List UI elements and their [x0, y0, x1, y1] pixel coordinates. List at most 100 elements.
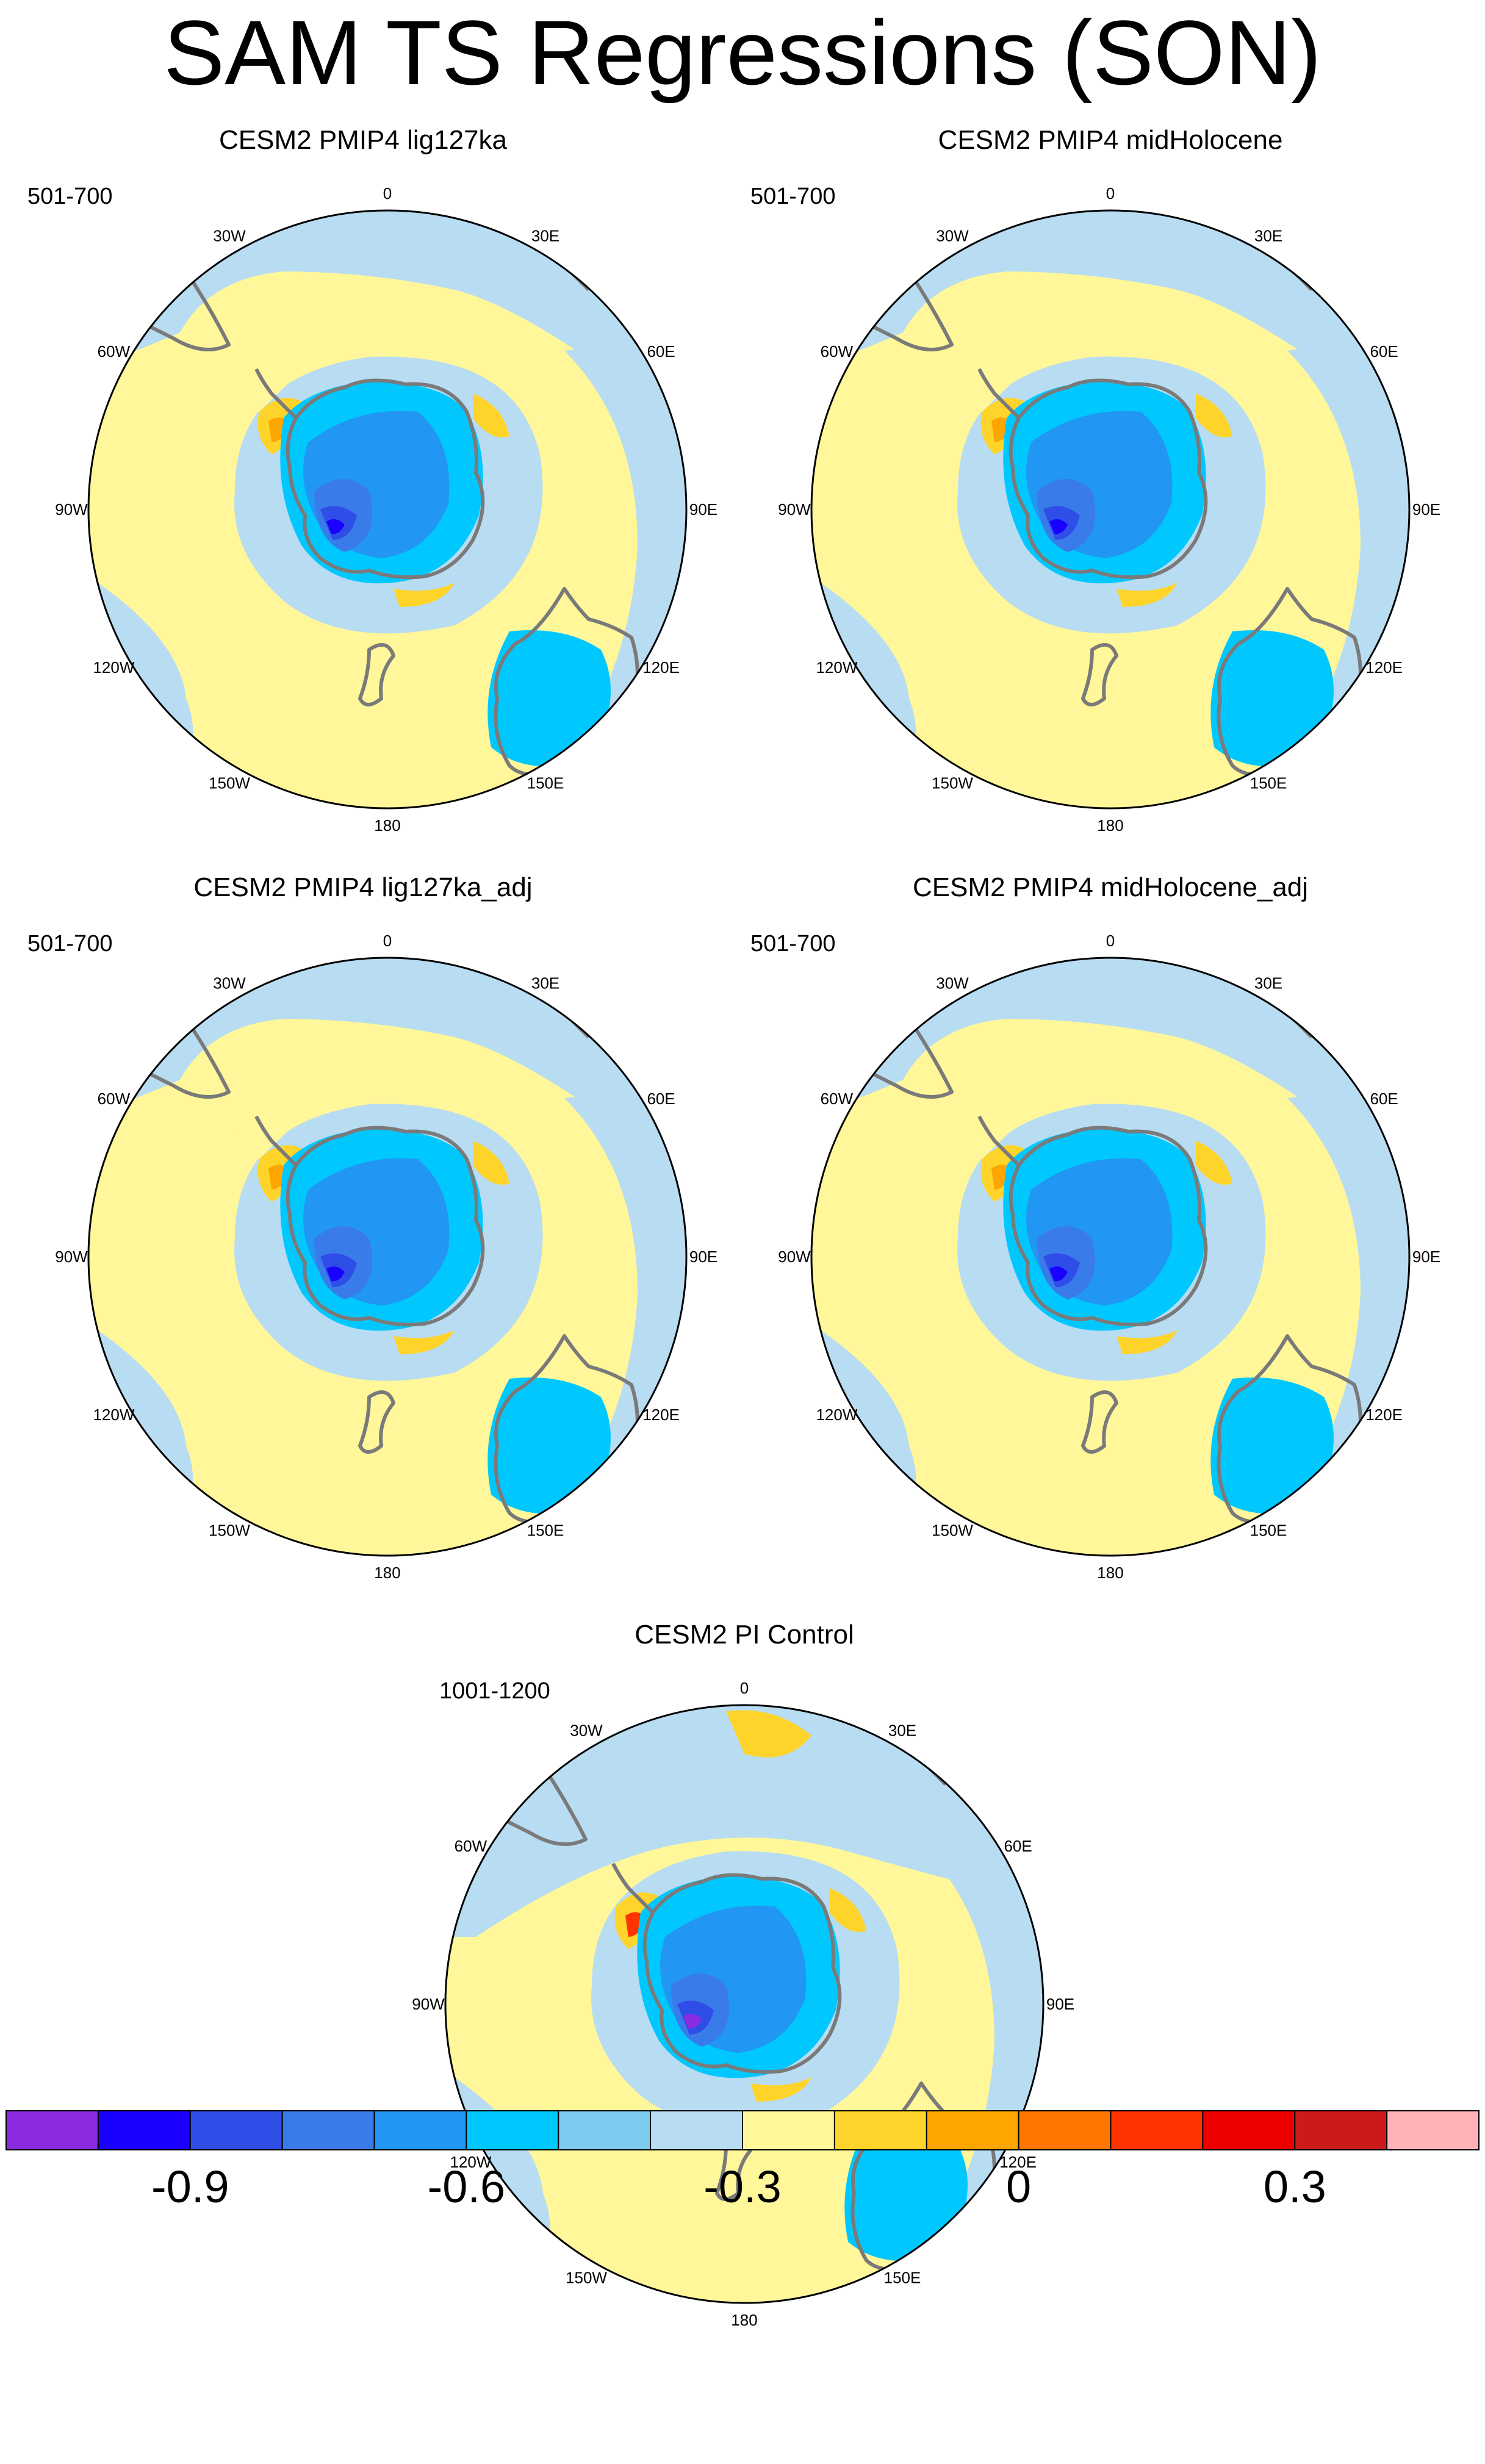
colorbar-swatch	[926, 2110, 1019, 2150]
longitude-label: 30W	[936, 226, 969, 245]
polar-map: 0 30E 60E 90E 120E 150E 180 150W 120W 90W 60W 30W	[778, 932, 1440, 1582]
panel-title: CESM2 PI Control	[635, 1620, 854, 1650]
colorbar-tick-label: -0.9	[151, 2161, 229, 2212]
colorbar-swatch	[650, 2110, 743, 2150]
colorbar-tick-label: -0.3	[703, 2161, 782, 2212]
longitude-label: 60W	[455, 1837, 487, 1855]
map-panel-midholocene: 0 30E 60E 90E 120E 150E 180 150W 120W 90W 60W 30W C…	[750, 125, 1470, 835]
longitude-label: 90E	[1412, 1248, 1440, 1266]
longitude-label: 30W	[570, 1721, 603, 1739]
polar-map: 0 30E 60E 90E 120E 150E 180 150W 120W 90W 60W 30W	[55, 184, 717, 835]
longitude-label: 120E	[999, 2153, 1037, 2171]
longitude-label: 60E	[647, 1090, 675, 1108]
longitude-label: 30E	[1254, 226, 1282, 245]
colorbar-tick-label: 0.3	[1264, 2161, 1326, 2212]
map-field	[88, 958, 686, 1556]
longitude-label: 180	[1097, 816, 1123, 835]
longitude-label: 180	[1097, 1564, 1123, 1582]
longitude-label: 150W	[209, 774, 250, 792]
longitude-label: 30E	[888, 1721, 916, 1739]
longitude-label: 90W	[778, 500, 811, 519]
panel-period: 501-700	[750, 931, 836, 957]
longitude-label: 150E	[1250, 774, 1287, 792]
colorbar-swatch	[189, 2110, 283, 2150]
map-field	[811, 210, 1409, 808]
colorbar-swatch	[1202, 2110, 1296, 2150]
longitude-label: 90W	[55, 1248, 88, 1266]
longitude-label: 90W	[55, 500, 88, 519]
colorbar-swatch	[558, 2110, 652, 2150]
longitude-label: 60E	[1370, 342, 1398, 361]
polar-map: 0 30E 60E 90E 120E 150E 180 150W 120W 90W 60W 30W	[778, 184, 1440, 835]
longitude-label: 150W	[209, 1521, 250, 1540]
longitude-label: 150W	[566, 2269, 607, 2287]
longitude-label: 150W	[932, 774, 973, 792]
map-panel-midholocene-adj: 0 30E 60E 90E 120E 150E 180 150W 120W 90W 60W 30W C…	[750, 872, 1470, 1582]
colorbar-swatch	[1386, 2110, 1480, 2150]
longitude-label: 60E	[1370, 1090, 1398, 1108]
longitude-label: 0	[1106, 184, 1115, 203]
longitude-label: 90E	[689, 1248, 717, 1266]
longitude-label: 120E	[642, 1406, 680, 1424]
longitude-label: 0	[383, 932, 392, 950]
longitude-label: 90E	[1412, 500, 1440, 519]
longitude-label: 120E	[642, 658, 680, 677]
panel-title: CESM2 PMIP4 lig127ka	[219, 125, 507, 155]
longitude-label: 120W	[816, 658, 857, 677]
longitude-label: 30E	[531, 226, 559, 245]
longitude-label: 90W	[412, 1995, 445, 2013]
polar-map: 0 30E 60E 90E 120E 150E 180 150W 120W 90W 60W 30W	[412, 1679, 1074, 2329]
panel-period: 1001-1200	[439, 1678, 550, 1704]
longitude-label: 120W	[93, 658, 134, 677]
panel-title: CESM2 PMIP4 midHolocene_adj	[912, 872, 1309, 902]
longitude-label: 120W	[450, 2153, 491, 2171]
longitude-label: 120E	[1365, 658, 1403, 677]
longitude-label: 180	[374, 816, 400, 835]
map-panel-pi-control: 0 30E 60E 90E 120E 150E 180 150W 120W 90W 60W 30W C…	[384, 1620, 1104, 2329]
panel-title: CESM2 PMIP4 midHolocene	[938, 125, 1283, 155]
panel-title: CESM2 PMIP4 lig127ka_adj	[193, 872, 533, 902]
polar-map: 0 30E 60E 90E 120E 150E 180 150W 120W 90W 60W 30W	[55, 932, 717, 1582]
longitude-label: 120W	[816, 1406, 857, 1424]
colorbar-swatch	[281, 2110, 375, 2150]
colorbar-swatch	[5, 2110, 99, 2150]
map-field	[811, 958, 1409, 1556]
longitude-label: 150E	[527, 1521, 564, 1540]
panel-period: 501-700	[750, 184, 836, 209]
figure-title: SAM TS Regressions (SON)	[164, 1, 1321, 104]
longitude-label: 120W	[93, 1406, 134, 1424]
longitude-label: 150E	[1250, 1521, 1287, 1540]
longitude-label: 150W	[932, 1521, 973, 1540]
map-panel-lig127ka-adj: 0 30E 60E 90E 120E 150E 180 150W 120W 90W 60W 30W C…	[27, 872, 747, 1582]
map-field	[88, 210, 686, 808]
longitude-label: 180	[731, 2311, 757, 2329]
longitude-label: 150E	[884, 2269, 921, 2287]
colorbar: -0.9-0.6-0.300.30.60.9	[5, 2110, 1480, 2212]
longitude-label: 60E	[1004, 1837, 1032, 1855]
longitude-label: 90W	[778, 1248, 811, 1266]
longitude-label: 90E	[1046, 1995, 1074, 2013]
longitude-label: 0	[740, 1679, 749, 1697]
longitude-label: 60W	[821, 1090, 854, 1108]
colorbar-swatch	[1110, 2110, 1204, 2150]
longitude-label: 60E	[647, 342, 675, 361]
panel-period: 501-700	[27, 184, 113, 209]
longitude-label: 30E	[531, 974, 559, 992]
longitude-label: 90E	[689, 500, 717, 519]
longitude-label: 30W	[213, 226, 246, 245]
colorbar-swatch	[97, 2110, 191, 2150]
colorbar-swatch	[833, 2110, 927, 2150]
longitude-label: 0	[1106, 932, 1115, 950]
colorbar-tick-label: -0.6	[428, 2161, 506, 2212]
colorbar-tick-label: 0	[1006, 2161, 1031, 2212]
colorbar-swatch	[466, 2110, 559, 2150]
longitude-label: 30W	[936, 974, 969, 992]
colorbar-swatch	[742, 2110, 835, 2150]
map-panel-lig127ka: 0 30E 60E 90E 120E 150E 180 150W 120W 90W 60W 30W C…	[27, 125, 747, 835]
longitude-label: 30W	[213, 974, 246, 992]
colorbar-swatch	[1294, 2110, 1388, 2150]
longitude-label: 60W	[821, 342, 854, 361]
longitude-label: 120E	[1365, 1406, 1403, 1424]
longitude-label: 150E	[527, 774, 564, 792]
panel-period: 501-700	[27, 931, 113, 957]
